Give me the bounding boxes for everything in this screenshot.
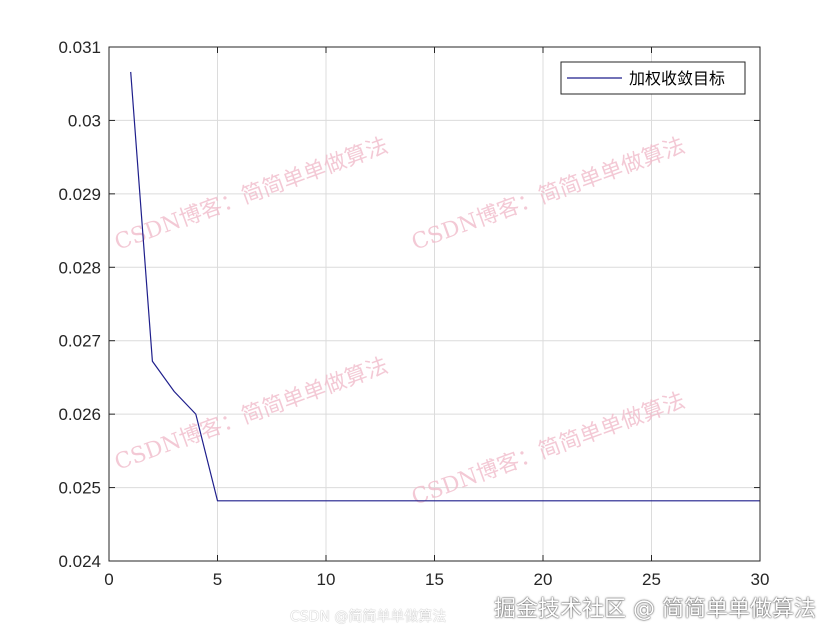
y-tick-label: 0.029 (58, 185, 101, 204)
x-tick-label: 20 (534, 570, 553, 589)
x-tick-label: 5 (213, 570, 222, 589)
x-tick-label: 30 (751, 570, 770, 589)
y-tick-label: 0.027 (58, 332, 101, 351)
x-tick-label: 25 (642, 570, 661, 589)
x-tick-label: 10 (317, 570, 336, 589)
axes-box (108, 46, 761, 562)
footer-watermark-small: CSDN @简简单单做算法 (290, 609, 447, 625)
y-tick-label: 0.026 (58, 405, 101, 424)
y-tick-label: 0.031 (58, 38, 101, 57)
footer-watermark: 掘金技术社区 @ 简简单单做算法 (494, 597, 816, 622)
ticks: 0 5 10 15 20 25 30 0.024 0.025 0.026 0.027 0.028 0.0… (58, 38, 769, 589)
legend-label: 加权收敛目标 (629, 69, 725, 88)
y-tick-label: 0.028 (58, 258, 101, 277)
x-tick-label: 15 (425, 570, 444, 589)
x-tick-label: 0 (104, 570, 113, 589)
watermark: CSDN博客：简简单单做算法 (112, 133, 392, 255)
series-line (130, 71, 760, 502)
watermarks: CSDN博客：简简单单做算法 CSDN博客：简简单单做算法 CSDN博客：简简单… (112, 133, 689, 510)
watermark: CSDN博客：简简单单做算法 (409, 388, 689, 510)
y-tick-label: 0.025 (58, 479, 101, 498)
grid (108, 46, 761, 562)
watermark: CSDN博客：简简单单做算法 (409, 133, 689, 255)
legend: 加权收敛目标 (560, 61, 746, 95)
y-tick-label: 0.03 (68, 111, 101, 130)
y-tick-label: 0.024 (58, 552, 101, 571)
